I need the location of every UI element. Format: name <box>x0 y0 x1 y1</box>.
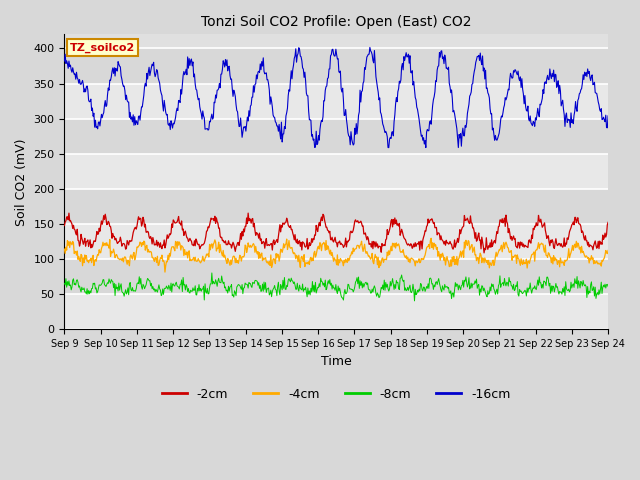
Text: TZ_soilco2: TZ_soilco2 <box>70 43 135 53</box>
Bar <box>65 119 608 154</box>
Y-axis label: Soil CO2 (mV): Soil CO2 (mV) <box>15 138 28 226</box>
Bar <box>65 294 608 329</box>
Bar <box>65 154 608 189</box>
X-axis label: Time: Time <box>321 355 351 368</box>
Bar <box>65 224 608 259</box>
Bar <box>65 84 608 119</box>
Bar <box>65 48 608 84</box>
Bar <box>65 189 608 224</box>
Bar <box>65 259 608 294</box>
Title: Tonzi Soil CO2 Profile: Open (East) CO2: Tonzi Soil CO2 Profile: Open (East) CO2 <box>201 15 472 29</box>
Legend: -2cm, -4cm, -8cm, -16cm: -2cm, -4cm, -8cm, -16cm <box>157 383 516 406</box>
